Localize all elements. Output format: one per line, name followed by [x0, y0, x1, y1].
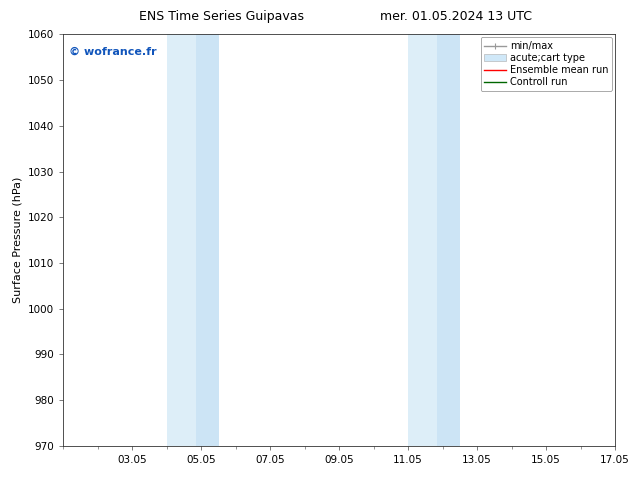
Bar — [196, 34, 219, 446]
Bar — [167, 34, 196, 446]
Text: © wofrance.fr: © wofrance.fr — [69, 47, 157, 57]
Text: ENS Time Series Guipavas: ENS Time Series Guipavas — [139, 10, 304, 23]
Legend: min/max, acute;cart type, Ensemble mean run, Controll run: min/max, acute;cart type, Ensemble mean … — [481, 37, 612, 91]
Bar — [437, 34, 460, 446]
Y-axis label: Surface Pressure (hPa): Surface Pressure (hPa) — [13, 177, 23, 303]
Bar — [408, 34, 437, 446]
Text: mer. 01.05.2024 13 UTC: mer. 01.05.2024 13 UTC — [380, 10, 533, 23]
